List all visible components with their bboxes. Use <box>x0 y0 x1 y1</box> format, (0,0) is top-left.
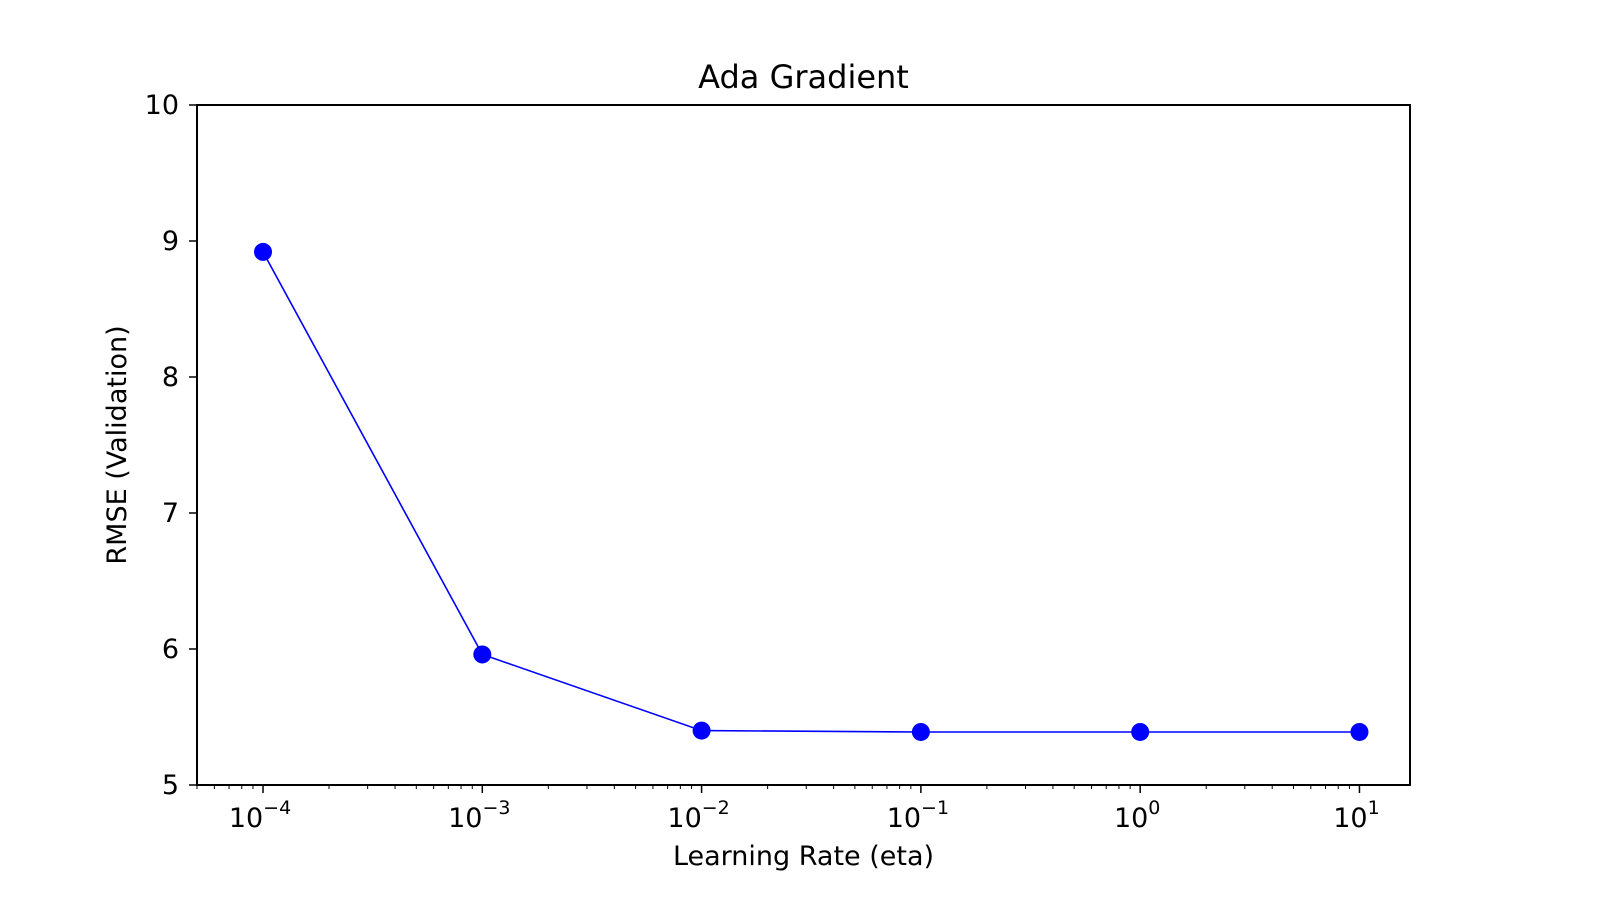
x-tick-label: 101 <box>1333 797 1379 834</box>
y-tick-label: 7 <box>162 498 179 529</box>
x-tick-label: 10−3 <box>448 797 510 834</box>
y-tick-label: 10 <box>145 90 179 121</box>
y-tick-label: 8 <box>162 362 179 393</box>
data-point-marker <box>1350 722 1369 741</box>
data-point-marker <box>692 721 711 740</box>
data-point-marker <box>473 645 492 664</box>
y-tick-label: 5 <box>162 770 179 801</box>
y-axis-label: RMSE (Validation) <box>102 325 133 564</box>
data-point-marker <box>1131 722 1150 741</box>
x-tick-label: 10−2 <box>667 797 729 834</box>
x-tick-label: 100 <box>1114 797 1160 834</box>
series-line <box>262 251 1360 733</box>
chart-title: Ada Gradient <box>698 58 909 96</box>
data-point-marker <box>911 722 930 741</box>
y-tick-label: 6 <box>162 634 179 665</box>
x-tick-label: 10−4 <box>229 797 291 834</box>
x-tick-label: 10−1 <box>887 797 949 834</box>
data-point-marker <box>254 242 273 261</box>
x-axis-label: Learning Rate (eta) <box>673 841 934 872</box>
y-tick-label: 9 <box>162 226 179 257</box>
plot-frame <box>196 104 1411 786</box>
